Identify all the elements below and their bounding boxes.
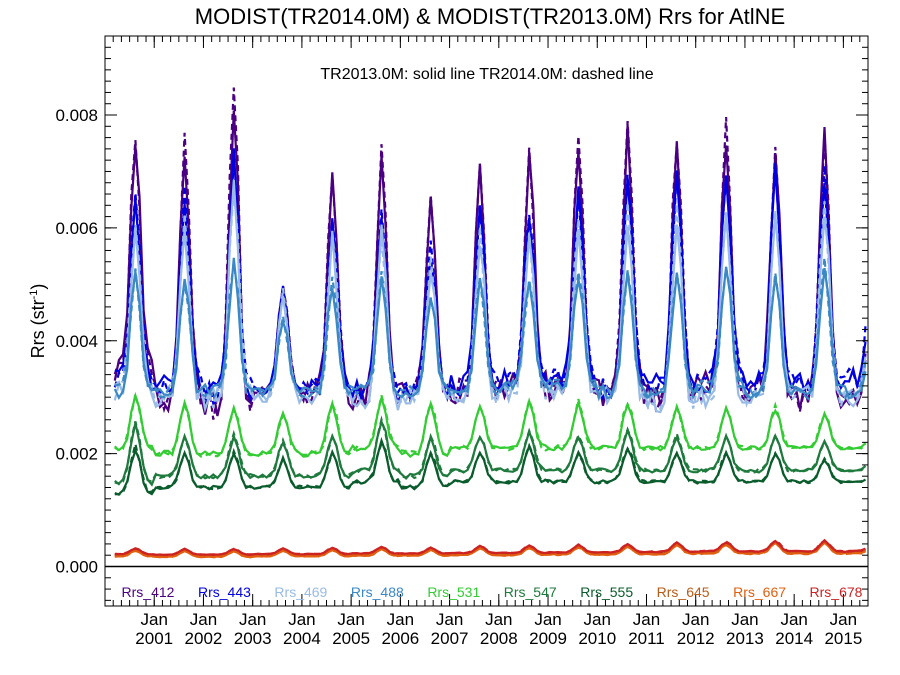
series-line-rrs-469-solid <box>114 179 867 414</box>
y-tick-label: 0.000 <box>55 557 98 576</box>
y-tick-label: 0.004 <box>55 332 98 351</box>
x-tick-year: 2010 <box>578 629 616 648</box>
x-tick-year: 2015 <box>824 629 862 648</box>
x-tick-month: Jan <box>633 610 660 629</box>
x-tick-year: 2006 <box>381 629 419 648</box>
x-tick-month: Jan <box>780 610 807 629</box>
x-tick-month: Jan <box>239 610 266 629</box>
legend-entry-rrs-488: Rrs_488 <box>351 584 404 600</box>
x-tick-month: Jan <box>337 610 364 629</box>
chart-title: MODIST(TR2014.0M) & MODIST(TR2013.0M) Rr… <box>195 4 785 29</box>
x-tick-month: Jan <box>485 610 512 629</box>
x-tick-month: Jan <box>141 610 168 629</box>
chart-subtitle: TR2013.0M: solid line TR2014.0M: dashed … <box>320 66 653 83</box>
x-tick-year: 2014 <box>775 629 813 648</box>
x-axis: Jan2001Jan2002Jan2003Jan2004Jan2005Jan20… <box>104 36 862 648</box>
x-tick-month: Jan <box>584 610 611 629</box>
x-tick-year: 2003 <box>234 629 272 648</box>
series-line-rrs-531-dashed <box>113 394 867 458</box>
x-tick-year: 2008 <box>480 629 518 648</box>
y-axis-label-close: ) <box>28 284 48 290</box>
x-tick-year: 2012 <box>677 629 715 648</box>
series-line-rrs-443-dashed <box>113 158 867 407</box>
x-tick-month: Jan <box>387 610 414 629</box>
y-axis-label: Rrs (str-1) <box>28 284 48 359</box>
y-axis-label-main: Rrs (str <box>28 299 48 358</box>
legend-entry-rrs-645: Rrs_645 <box>657 584 710 600</box>
legend-entry-rrs-678: Rrs_678 <box>810 584 863 600</box>
plot-frame <box>104 35 869 607</box>
y-axis: 0.000 0.002 0.004 0.006 0.008 <box>55 46 868 601</box>
legend-entry-rrs-555: Rrs_555 <box>580 584 633 600</box>
legend-entry-rrs-547: Rrs_547 <box>504 584 557 600</box>
y-axis-label-sup: -1 <box>28 290 40 300</box>
x-tick-year: 2011 <box>628 629 665 648</box>
x-tick-month: Jan <box>436 610 463 629</box>
x-tick-month: Jan <box>830 610 857 629</box>
legend-entry-rrs-412: Rrs_412 <box>122 584 175 600</box>
legend-entry-rrs-469: Rrs_469 <box>274 584 327 600</box>
series-lines <box>113 87 867 559</box>
legend-entry-rrs-531: Rrs_531 <box>427 584 480 600</box>
series-line-rrs-667-dashed <box>114 540 867 559</box>
legend: Rrs_412 Rrs_443 Rrs_469 Rrs_488 Rrs_531 Rrs_5… <box>122 584 863 600</box>
x-tick-month: Jan <box>190 610 217 629</box>
x-tick-year: 2007 <box>431 629 469 648</box>
x-tick-year: 2009 <box>529 629 567 648</box>
y-tick-label: 0.002 <box>55 445 98 464</box>
series-line-rrs-678-dashed <box>114 539 866 557</box>
x-tick-month: Jan <box>731 610 758 629</box>
legend-entry-rrs-667: Rrs_667 <box>733 584 786 600</box>
x-tick-year: 2004 <box>283 629 321 648</box>
legend-entry-rrs-443: Rrs_443 <box>198 584 251 600</box>
x-tick-year: 2002 <box>185 629 223 648</box>
x-tick-month: Jan <box>682 610 709 629</box>
x-tick-month: Jan <box>534 610 561 629</box>
series-line-rrs-547-dashed <box>114 415 867 486</box>
series-line-rrs-531-solid <box>114 391 867 458</box>
x-tick-month: Jan <box>288 610 315 629</box>
series-line-rrs-555-dashed <box>114 440 867 496</box>
y-tick-label: 0.008 <box>55 106 98 125</box>
x-tick-year: 2013 <box>726 629 764 648</box>
y-tick-label: 0.006 <box>55 219 98 238</box>
x-tick-year: 2001 <box>135 629 173 648</box>
series-line-rrs-488-dashed <box>114 257 867 401</box>
x-tick-year: 2005 <box>332 629 370 648</box>
